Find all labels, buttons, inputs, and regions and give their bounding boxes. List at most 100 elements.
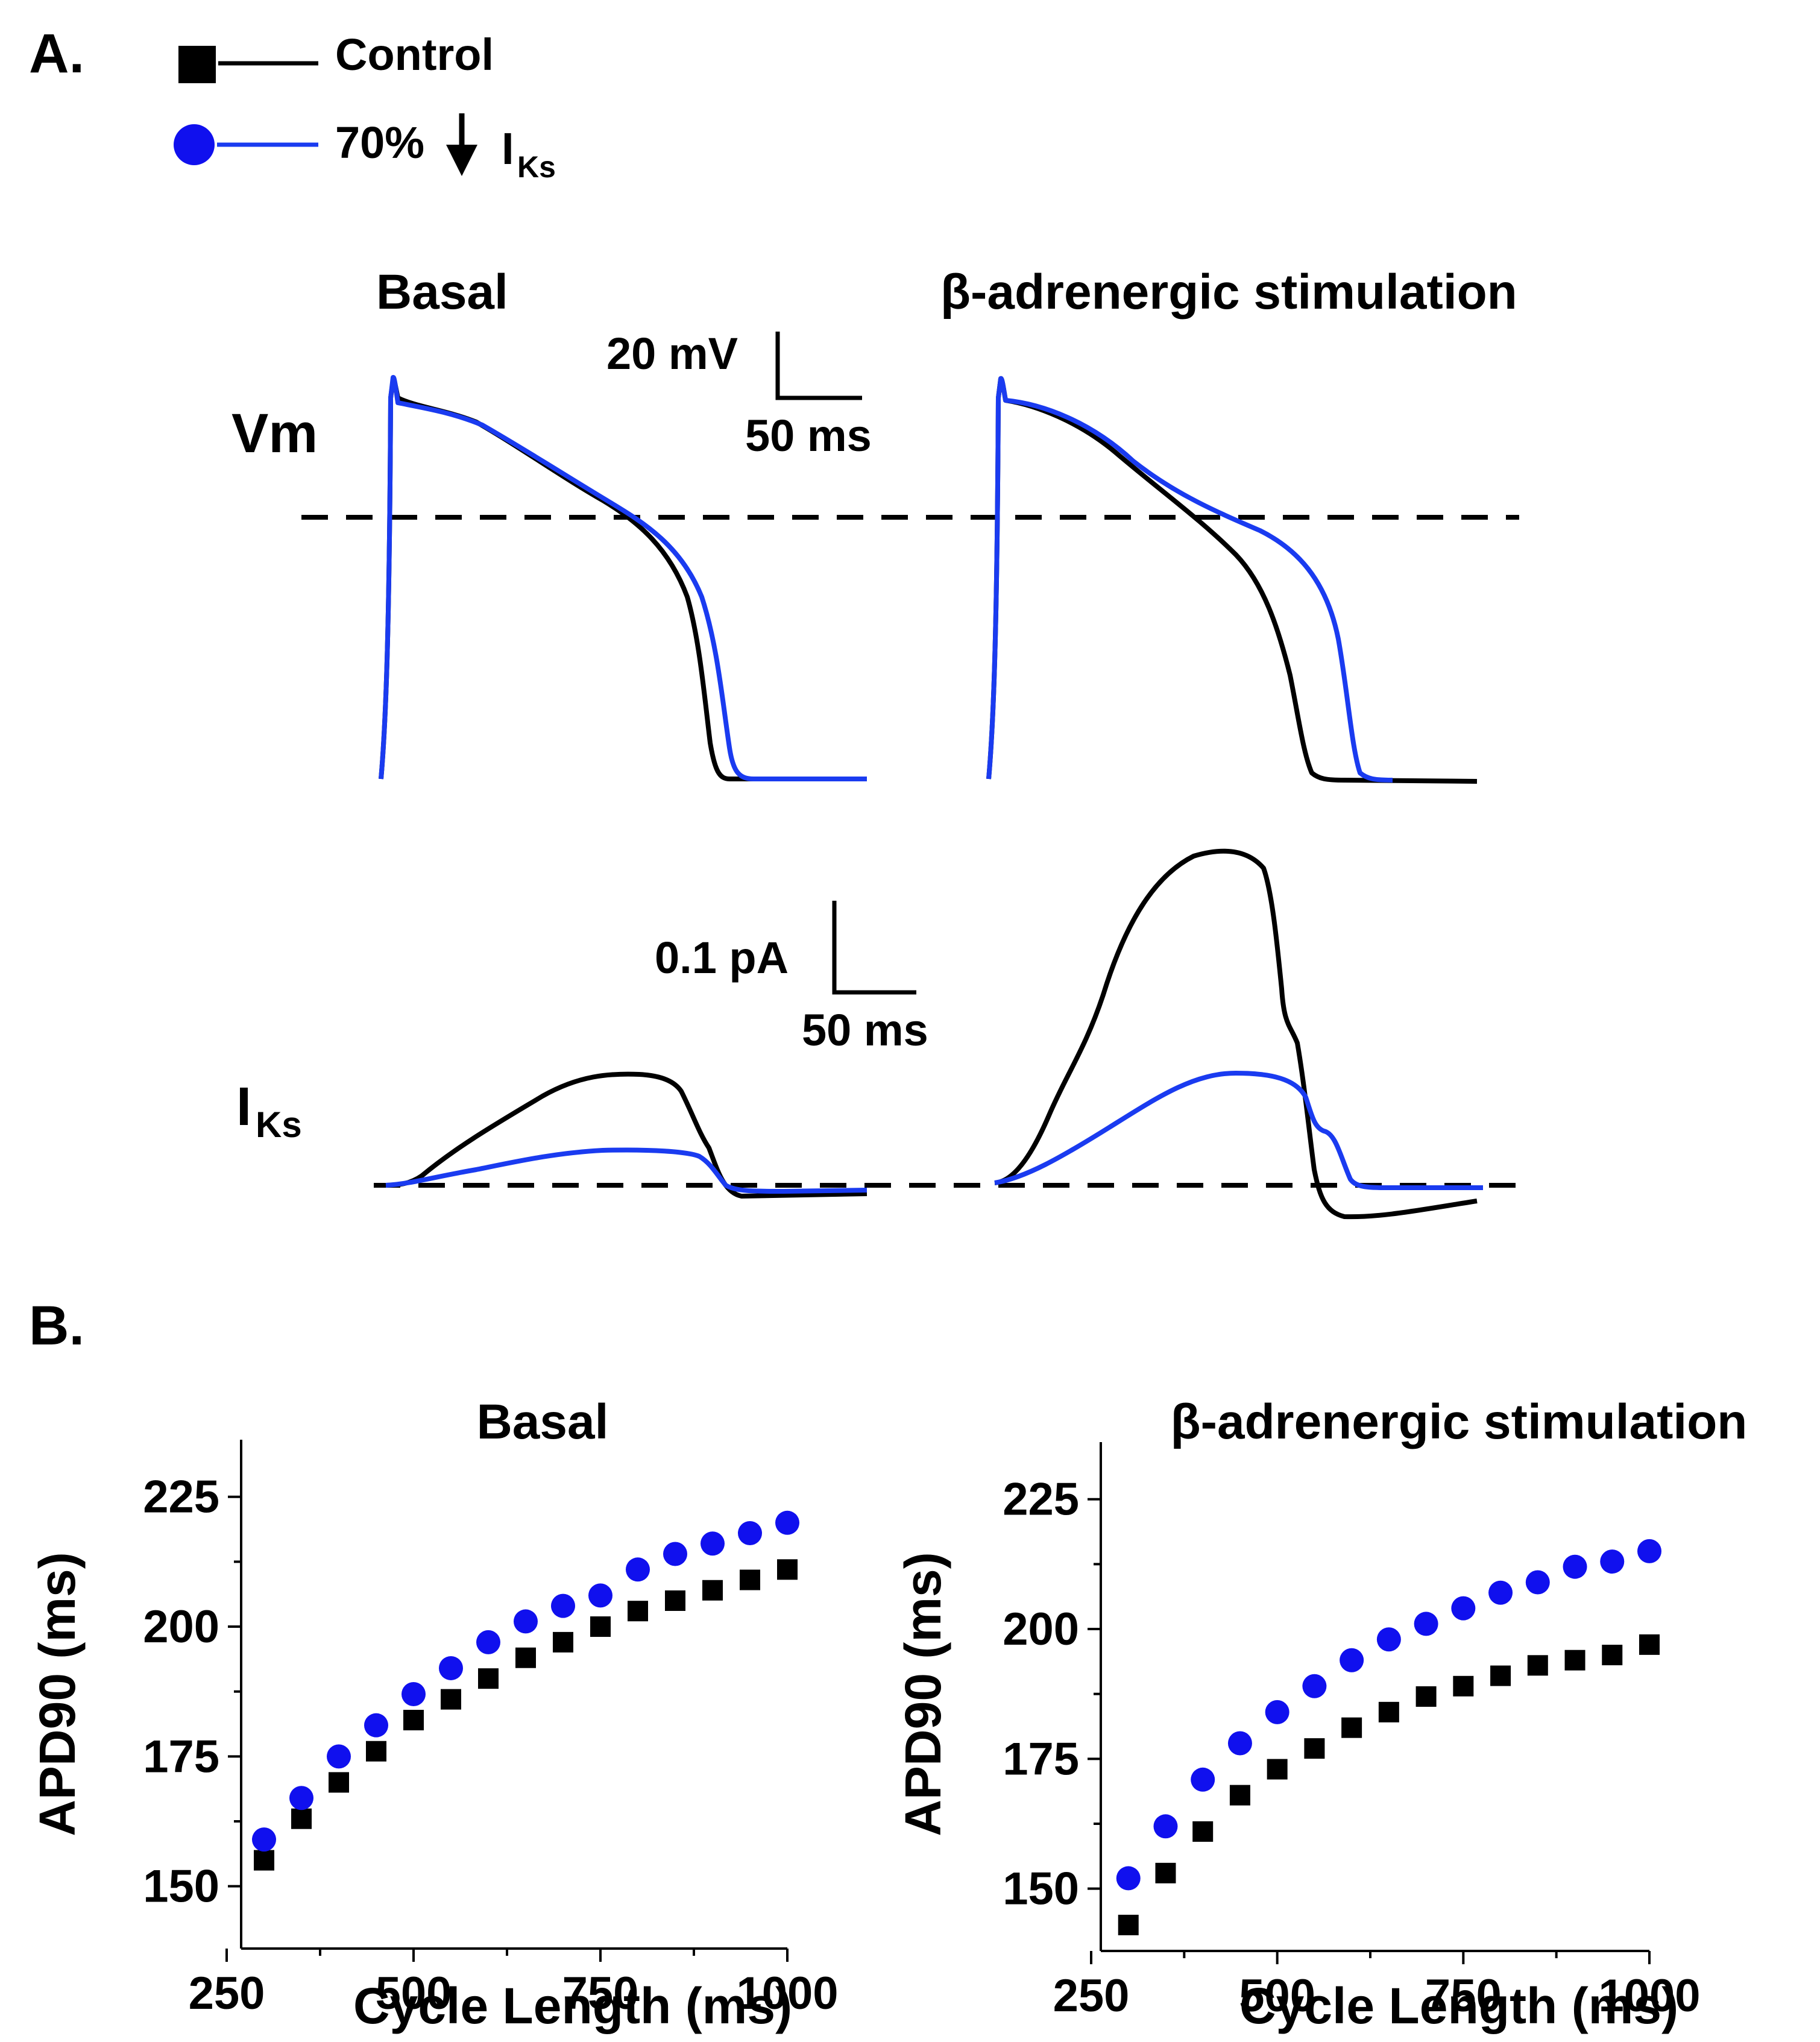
basal-iks-control-trace: [385, 1071, 867, 1199]
data-point-control: [1453, 1675, 1474, 1697]
data-point-control: [1602, 1645, 1623, 1666]
data-point-control: [291, 1808, 312, 1829]
y-tick-label: 175: [143, 1731, 219, 1782]
chart-title: Basal: [477, 1394, 609, 1449]
data-point-control: [628, 1601, 648, 1622]
data-point-control: [1118, 1914, 1139, 1935]
y-tick-label: 225: [1003, 1474, 1079, 1525]
basal-iks-treated-trace: [385, 1147, 867, 1194]
data-point-control: [1527, 1655, 1548, 1676]
data-point-treated: [1340, 1648, 1364, 1672]
beta-vm-control-trace: [986, 376, 1478, 784]
y-tick-label: 150: [143, 1861, 219, 1912]
legend-treated-current-sub: Ks: [517, 150, 556, 184]
y-tick-label: 225: [143, 1472, 219, 1523]
data-point-treated: [551, 1593, 575, 1618]
data-point-treated: [588, 1583, 612, 1608]
x-axis-label: Cycle Length (ms): [353, 1977, 792, 2034]
column-title-beta: β-adrenergic stimulation: [940, 265, 1517, 320]
data-point-treated: [1227, 1731, 1252, 1756]
data-point-control: [441, 1689, 461, 1710]
y-tick-label: 175: [1003, 1733, 1079, 1785]
x-tick-label: 750: [562, 1968, 639, 2019]
vm-scale-bar: 20 mV 50 ms: [606, 329, 872, 461]
beta-iks-control-trace: [994, 848, 1478, 1220]
row-label-iks-sub: Ks: [256, 1105, 302, 1145]
data-point-treated: [252, 1827, 276, 1852]
x-tick-label: 250: [189, 1968, 265, 2019]
y-tick-label: 150: [1003, 1864, 1079, 1915]
data-point-treated: [1116, 1866, 1141, 1891]
data-point-control: [777, 1559, 798, 1580]
data-point-treated: [1637, 1539, 1661, 1563]
data-point-treated: [1525, 1570, 1550, 1595]
legend-treated-marker: [174, 124, 215, 165]
beta-iks-treated-trace: [994, 1071, 1483, 1190]
column-title-basal: Basal: [376, 265, 508, 320]
data-point-control: [254, 1850, 274, 1871]
data-point-treated: [701, 1531, 725, 1556]
data-point-control: [366, 1741, 386, 1762]
panel-a-label: A.: [29, 23, 84, 84]
data-point-treated: [1191, 1767, 1215, 1792]
data-point-control: [478, 1668, 499, 1689]
series-treated: [1116, 1539, 1661, 1891]
data-point-treated: [626, 1557, 650, 1582]
y-axis-label: APD90 (ms): [895, 1552, 951, 1836]
chart-title: β-adrenergic stimulation: [1171, 1394, 1748, 1449]
x-tick-label: 500: [376, 1968, 452, 2019]
data-point-treated: [1153, 1814, 1178, 1839]
y-axis-label: APD90 (ms): [29, 1552, 86, 1836]
x-tick-label: 250: [1053, 1970, 1130, 2022]
data-point-control: [553, 1631, 573, 1653]
data-point-treated: [1265, 1700, 1289, 1724]
legend-control-marker: [178, 46, 216, 83]
vm-scale-y-label: 20 mV: [606, 329, 738, 379]
iks-scale-y-label: 0.1 pA: [655, 933, 789, 983]
data-point-control: [740, 1569, 760, 1590]
data-point-treated: [1414, 1612, 1438, 1636]
data-point-treated: [364, 1713, 388, 1738]
data-point-control: [1155, 1862, 1176, 1883]
x-axis-label: Cycle Length (ms): [1239, 1977, 1678, 2034]
series-treated: [252, 1510, 799, 1852]
legend: Control 70% I Ks: [174, 30, 556, 184]
data-point-control: [590, 1616, 611, 1637]
series-control: [1118, 1634, 1660, 1935]
data-point-treated: [401, 1682, 426, 1706]
data-point-treated: [1488, 1580, 1513, 1605]
beta-vm-treated-trace: [986, 376, 1393, 783]
data-point-control: [1304, 1738, 1325, 1759]
panel-a: A. Control 70% I Ks Basal β-adrenergic s…: [29, 23, 1519, 1220]
data-point-control: [1564, 1650, 1585, 1671]
data-point-treated: [1563, 1554, 1587, 1579]
panel-b-label: B.: [29, 1295, 84, 1357]
data-point-treated: [1451, 1596, 1476, 1621]
data-point-treated: [289, 1786, 313, 1810]
data-point-control: [1341, 1717, 1362, 1738]
series-control: [254, 1559, 798, 1871]
data-point-treated: [663, 1542, 687, 1566]
data-point-control: [1378, 1701, 1399, 1722]
chart-beta-adrenergic: β-adrenergic stimulation 150 175 200 225 250 5…: [895, 1394, 1747, 2034]
x-tick-label: 1000: [1598, 1970, 1700, 2022]
x-tick-label: 750: [1425, 1970, 1502, 2022]
data-point-treated: [738, 1521, 762, 1546]
data-point-control: [1229, 1785, 1250, 1806]
data-point-control: [665, 1590, 685, 1611]
data-point-treated: [327, 1744, 351, 1769]
data-point-control: [515, 1647, 536, 1668]
row-label-vm: Vm: [231, 403, 318, 464]
down-arrow-icon: [446, 113, 477, 176]
data-point-control: [403, 1710, 424, 1731]
iks-scale-bar: 0.1 pA 50 ms: [655, 901, 928, 1055]
vm-scale-x-label: 50 ms: [745, 411, 872, 461]
data-point-treated: [439, 1656, 463, 1680]
y-tick-label: 200: [143, 1601, 219, 1653]
row-label-iks: I: [236, 1077, 251, 1137]
x-tick-label: 500: [1239, 1970, 1315, 2022]
data-point-control: [1192, 1821, 1214, 1842]
